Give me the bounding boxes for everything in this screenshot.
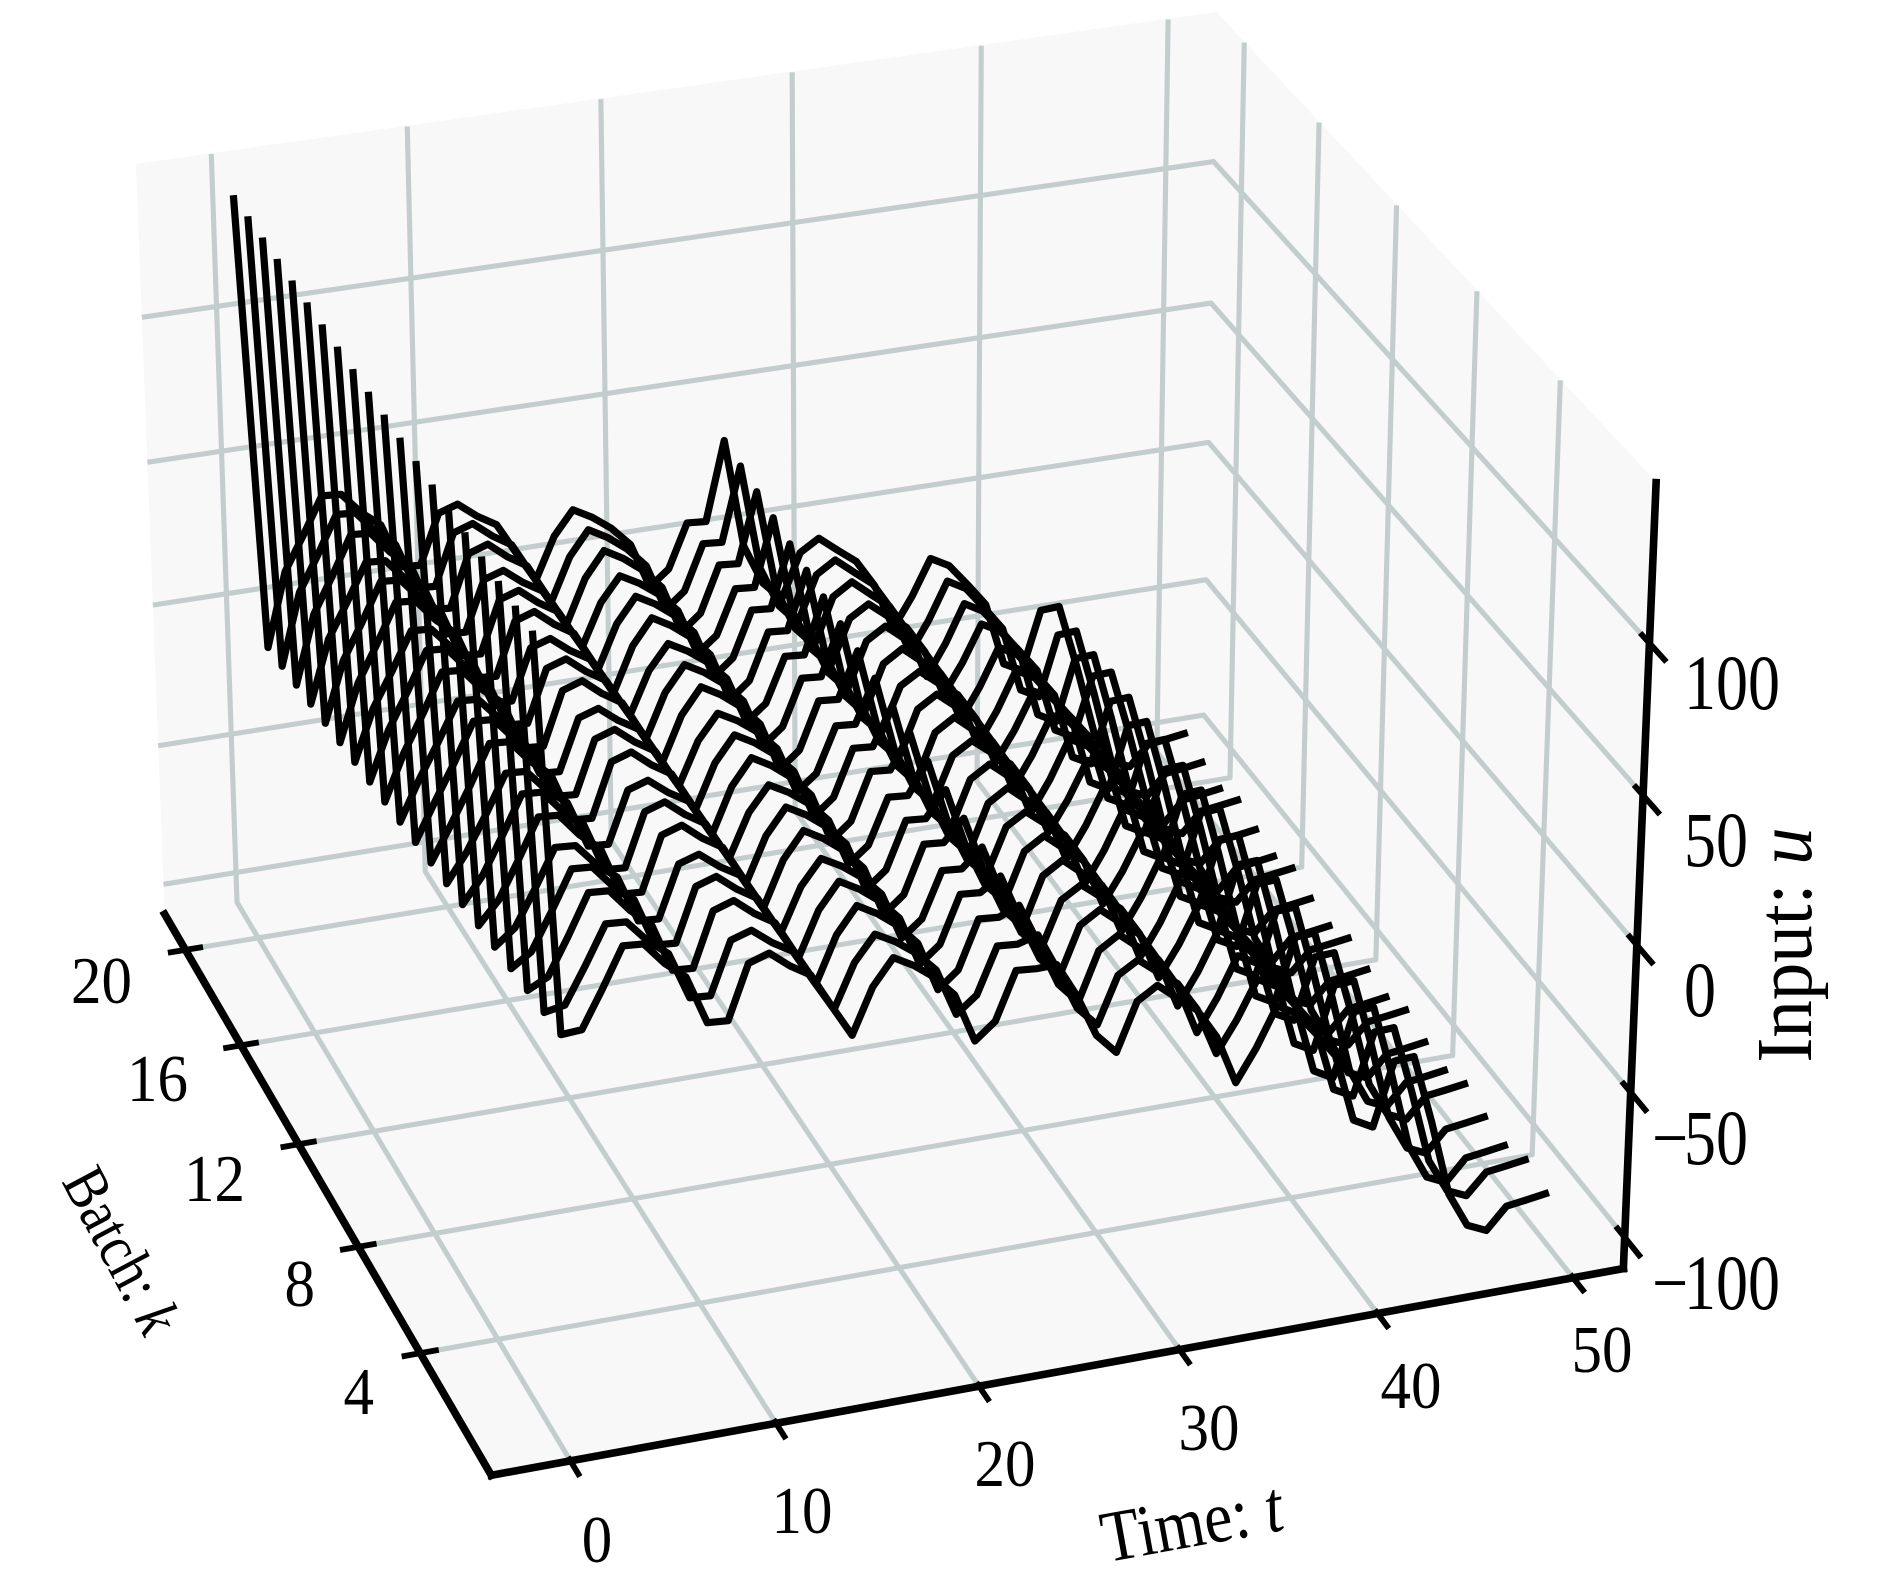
svg-text:0: 0: [582, 1502, 613, 1576]
svg-text:4: 4: [343, 1354, 374, 1428]
svg-text:10: 10: [772, 1473, 833, 1547]
svg-text:−: −: [1652, 1240, 1688, 1326]
svg-text:40: 40: [1381, 1348, 1442, 1422]
svg-text:Input: u: Input: u: [1740, 827, 1828, 1062]
svg-text:8: 8: [284, 1246, 315, 1320]
svg-text:0: 0: [1684, 947, 1716, 1033]
svg-text:50: 50: [1572, 1312, 1633, 1386]
svg-text:16: 16: [127, 1041, 188, 1115]
svg-text:100: 100: [1684, 1240, 1780, 1326]
svg-text:50: 50: [1684, 797, 1748, 883]
svg-text:20: 20: [975, 1426, 1036, 1500]
svg-text:100: 100: [1684, 640, 1780, 726]
svg-text:30: 30: [1179, 1390, 1240, 1464]
svg-text:12: 12: [184, 1141, 245, 1215]
svg-text:50: 50: [1684, 1095, 1748, 1181]
svg-text:20: 20: [71, 943, 132, 1017]
svg-text:−: −: [1652, 1095, 1688, 1181]
